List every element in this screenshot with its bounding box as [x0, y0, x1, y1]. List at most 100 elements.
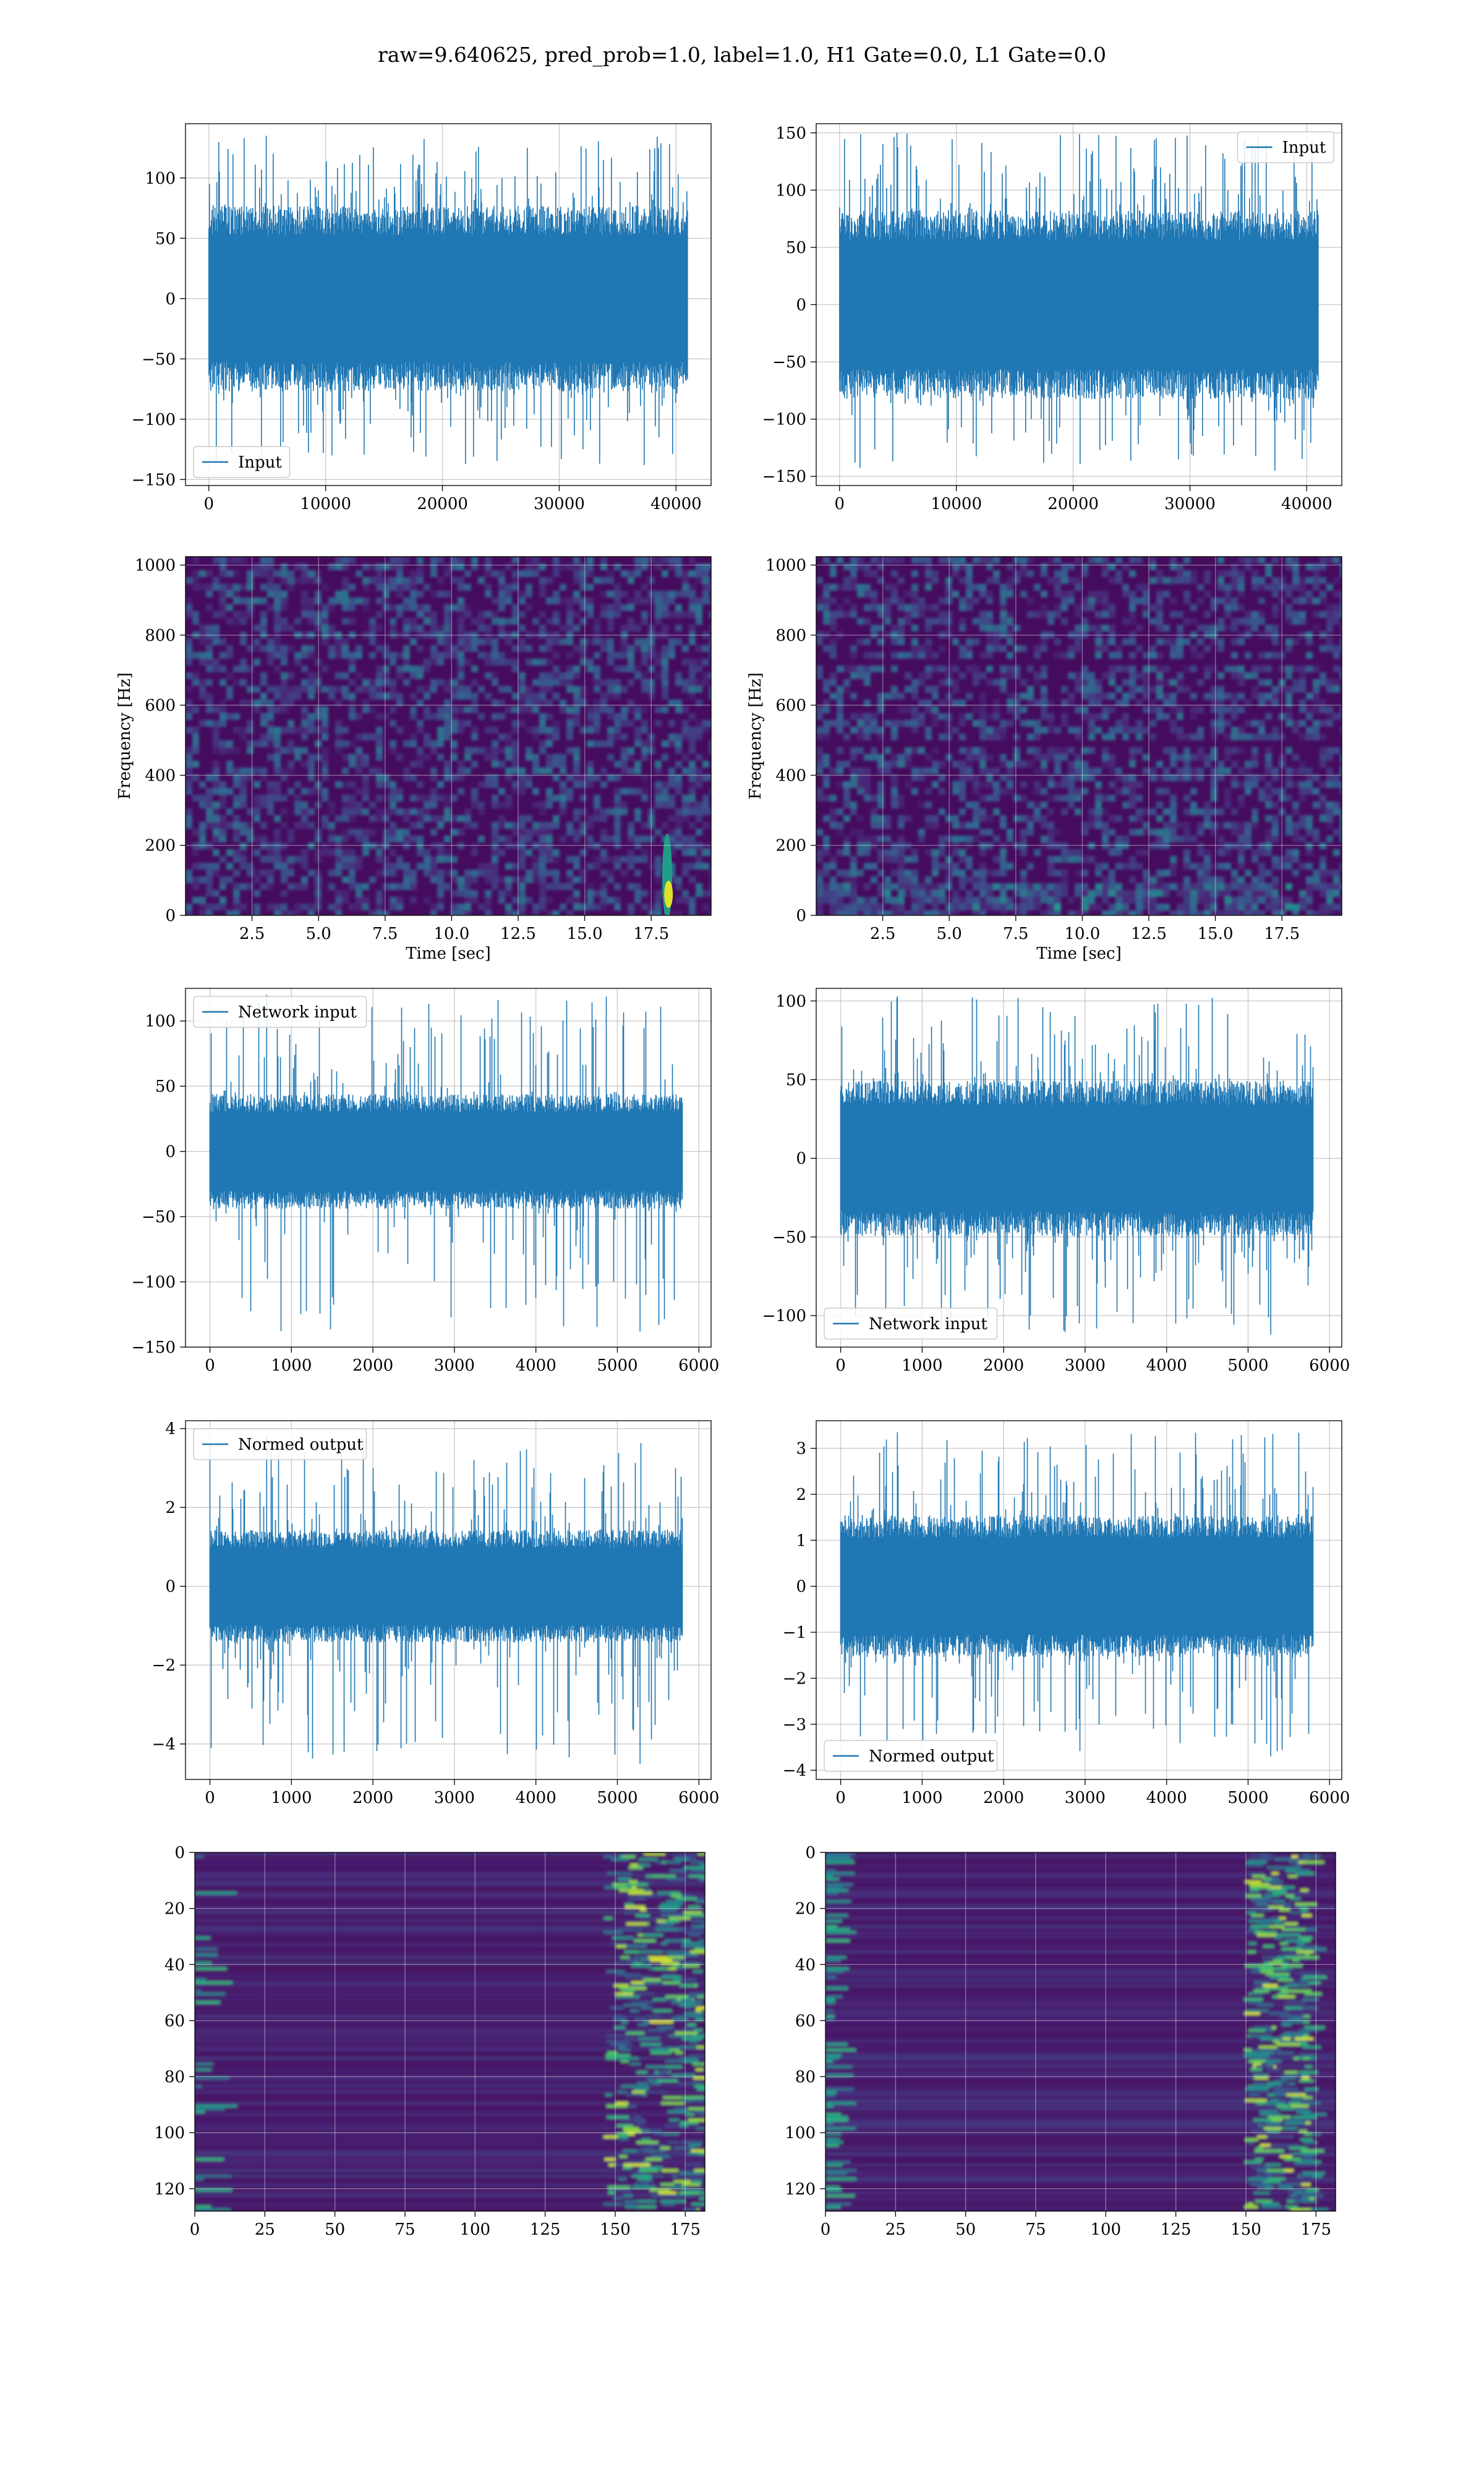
x-tick-label: 175: [1300, 2220, 1331, 2239]
x-tick-label: 1000: [902, 1789, 942, 1807]
x-tick-label: 50: [955, 2220, 976, 2239]
y-tick-label: 1000: [765, 557, 806, 575]
x-tick-label: 150: [1230, 2220, 1261, 2239]
x-tick-label: 100: [1090, 2220, 1121, 2239]
x-tick-label: 1000: [271, 1789, 312, 1807]
y-tick-label: −100: [132, 1273, 176, 1292]
x-tick-label: 4000: [1146, 1356, 1187, 1375]
x-tick-label: 6000: [1309, 1789, 1350, 1807]
x-tick-label: 7.5: [1003, 925, 1028, 943]
series-line-input: [208, 135, 688, 465]
y-tick-label: 50: [786, 1071, 806, 1090]
y-tick-label: 0: [165, 290, 176, 309]
y-tick-label: 100: [775, 181, 806, 200]
legend-box: [824, 1740, 998, 1772]
heatmap-h1-spec: 2.5 5.0 7.5 10.0 12.5 15.0 17.5 0 200 400 600 800 10…: [116, 556, 712, 963]
axes-frame: [825, 1852, 1336, 2212]
y-tick-label: −2: [783, 1669, 806, 1688]
x-tick-label: 2.5: [870, 925, 895, 943]
heatmap-cells: [195, 1852, 705, 2211]
y-tick-label: −50: [142, 350, 176, 369]
x-tick-label: 5000: [1227, 1789, 1268, 1807]
heatmap-cells: [816, 557, 1342, 915]
axes-frame: [816, 1420, 1342, 1780]
y-tick-label: 100: [785, 2124, 816, 2142]
legend-label: Normed output: [869, 1747, 994, 1766]
x-tick-label: 5.0: [937, 925, 962, 943]
y-tick-label: 0: [796, 907, 806, 925]
y-tick-label: 40: [795, 1956, 816, 1974]
line-chart-h1-norm: 0 1000 2000 3000 4000 5000 6000 −4 −2 0 2 4 Normed o…: [152, 1420, 720, 1807]
x-tick-label: 5000: [1227, 1356, 1268, 1375]
y-tick-label: 80: [164, 2068, 185, 2087]
axes-frame: [185, 123, 712, 486]
x-tick-label: 7.5: [372, 925, 398, 943]
legend-label: Input: [238, 453, 282, 472]
y-tick-label: 20: [164, 1900, 185, 1919]
x-tick-label: 2000: [983, 1356, 1024, 1375]
y-tick-label: 3: [796, 1440, 806, 1458]
y-tick-label: −150: [762, 468, 806, 486]
y-tick-label: 600: [145, 696, 176, 715]
legend-label: Input: [1282, 139, 1326, 157]
y-tick-label: 50: [786, 239, 806, 257]
legend-label: Network input: [238, 1003, 357, 1022]
y-tick-label: 100: [775, 992, 806, 1011]
x-tick-label: 0: [190, 2220, 200, 2239]
x-tick-label: 150: [600, 2220, 631, 2239]
x-tick-label: 10000: [300, 495, 351, 513]
y-tick-label: 150: [775, 124, 806, 143]
y-tick-label: 120: [785, 2180, 816, 2199]
line-chart-l1-input: 0 10000 20000 30000 40000 −150 −100 −50 0 50 100 15…: [762, 123, 1342, 513]
y-axis-label: Frequency [Hz]: [116, 672, 134, 800]
y-tick-label: −150: [132, 1338, 176, 1357]
x-tick-label: 25: [885, 2220, 906, 2239]
y-tick-label: −100: [762, 411, 806, 429]
x-tick-label: 25: [255, 2220, 275, 2239]
line-chart-h1-input: 0 10000 20000 30000 40000 −150 −100 −50 0 50 100 In…: [132, 123, 712, 513]
x-tick-label: 125: [1161, 2220, 1192, 2239]
x-tick-label: 30000: [534, 495, 585, 513]
y-tick-label: 100: [145, 1012, 176, 1031]
x-tick-label: 20000: [1047, 495, 1099, 513]
heatmap-cells: [186, 557, 711, 915]
y-tick-label: 80: [795, 2068, 816, 2087]
x-tick-label: 6000: [678, 1789, 719, 1807]
legend-box: [193, 996, 367, 1028]
x-tick-label: 2.5: [239, 925, 265, 943]
y-tick-label: 40: [164, 1956, 185, 1974]
x-tick-label: 5000: [597, 1356, 638, 1375]
heatmap-image: [816, 557, 1342, 915]
heatmap-image: [186, 557, 711, 915]
axes-frame: [185, 556, 712, 916]
legend-box: [193, 1428, 367, 1460]
y-tick-label: −4: [783, 1761, 806, 1780]
x-tick-label: 2000: [352, 1356, 393, 1375]
heatmap-l1-spec: 2.5 5.0 7.5 10.0 12.5 15.0 17.5 0 200 400 600 800 10…: [746, 556, 1342, 963]
x-axis-label: Time [sec]: [406, 944, 491, 963]
chirp-signal: [662, 833, 673, 915]
legend-label: Network input: [869, 1315, 987, 1333]
y-tick-label: 0: [165, 907, 176, 925]
x-tick-label: 15.0: [1198, 925, 1234, 943]
legend-label: Normed output: [238, 1436, 364, 1454]
x-tick-label: 0: [204, 495, 215, 513]
y-tick-label: 400: [145, 766, 176, 785]
x-tick-label: 0: [205, 1356, 215, 1375]
series-line-normed-output: [209, 1436, 683, 1764]
y-tick-label: 200: [145, 837, 176, 855]
x-tick-label: 15.0: [567, 925, 603, 943]
x-tick-label: 3000: [1065, 1789, 1106, 1807]
x-axis-label: Time [sec]: [1036, 944, 1122, 963]
y-tick-label: −100: [762, 1307, 806, 1325]
legend-box: [193, 446, 291, 478]
x-tick-label: 10.0: [1064, 925, 1100, 943]
line-chart-h1-net: 0 1000 2000 3000 4000 5000 6000 −150 −100 −50 0 50 1…: [132, 988, 719, 1375]
x-tick-label: 4000: [516, 1356, 556, 1375]
axes-frame: [816, 556, 1342, 916]
x-tick-label: 0: [205, 1789, 215, 1807]
x-tick-label: 17.5: [633, 925, 669, 943]
y-tick-label: −1: [783, 1624, 806, 1642]
x-tick-label: 3000: [434, 1356, 475, 1375]
y-tick-label: 200: [775, 837, 806, 855]
